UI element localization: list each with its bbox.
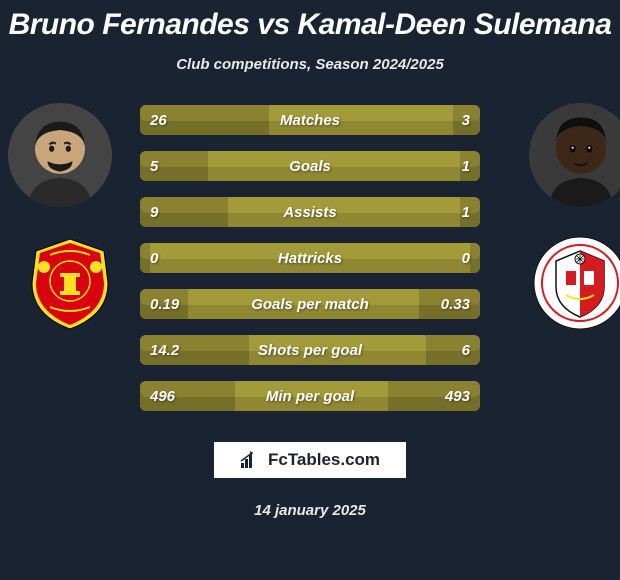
brand-icon [240,451,262,469]
stat-fill-right [470,243,480,273]
stat-fill-right [426,335,480,365]
stat-value-right: 0 [462,250,470,267]
stat-value-right: 3 [462,112,470,129]
stat-row-hattricks: 0Hattricks0 [140,243,480,273]
stat-row-goals: 5Goals1 [140,151,480,181]
stat-row-goals-per-match: 0.19Goals per match0.33 [140,289,480,319]
stat-row-min-per-goal: 496Min per goal493 [140,381,480,411]
footer: FcTables.com 14 january 2025 [0,440,620,519]
stat-row-assists: 9Assists1 [140,197,480,227]
stat-value-left: 0 [150,250,158,267]
stat-value-right: 1 [462,204,470,221]
club-left-crest [20,233,120,333]
comparison-date: 14 january 2025 [0,502,620,519]
comparison-title: Bruno Fernandes vs Kamal-Deen Sulemana [0,0,620,42]
stat-value-left: 5 [150,158,158,175]
stat-value-left: 9 [150,204,158,221]
stat-value-left: 26 [150,112,167,129]
club-right-crest [530,233,620,333]
stat-value-left: 14.2 [150,342,179,359]
brand-badge: FcTables.com [212,440,408,480]
stat-value-right: 493 [445,388,470,405]
stat-value-right: 0.33 [441,296,470,313]
stat-value-left: 0.19 [150,296,179,313]
stat-value-left: 496 [150,388,175,405]
player-left-avatar [8,103,112,207]
brand-text: FcTables.com [268,450,380,470]
stat-fill-left [140,243,150,273]
stat-bars: 26Matches3 5Goals1 9Assists1 0Hattricks0 0.1… [140,105,480,427]
stat-value-right: 1 [462,158,470,175]
player-right-avatar [529,103,620,207]
stat-label: Hattricks [140,250,480,267]
comparison-panel: 26Matches3 5Goals1 9Assists1 0Hattricks0 0.1… [0,103,620,413]
stat-row-shots-per-goal: 14.2Shots per goal6 [140,335,480,365]
comparison-subtitle: Club competitions, Season 2024/2025 [0,56,620,73]
stat-row-matches: 26Matches3 [140,105,480,135]
stat-value-right: 6 [462,342,470,359]
